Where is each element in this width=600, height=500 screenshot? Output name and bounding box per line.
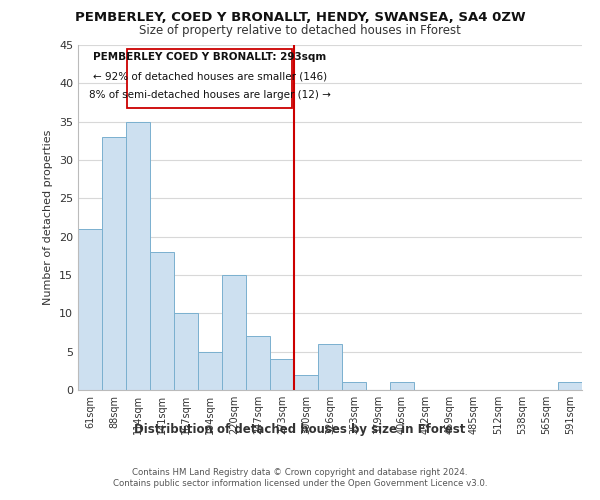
Text: PEMBERLEY COED Y BRONALLT: 293sqm: PEMBERLEY COED Y BRONALLT: 293sqm (93, 52, 326, 62)
Bar (222, 275, 246, 390)
Y-axis label: Number of detached properties: Number of detached properties (43, 130, 53, 305)
Text: 8% of semi-detached houses are larger (12) →: 8% of semi-detached houses are larger (1… (89, 90, 331, 100)
FancyBboxPatch shape (127, 49, 292, 108)
Bar (102, 137, 126, 390)
Bar (342, 382, 366, 390)
Bar (174, 314, 198, 390)
Bar (270, 360, 294, 390)
Text: Contains HM Land Registry data © Crown copyright and database right 2024.
Contai: Contains HM Land Registry data © Crown c… (113, 468, 487, 487)
Text: Size of property relative to detached houses in Fforest: Size of property relative to detached ho… (139, 24, 461, 37)
Text: PEMBERLEY, COED Y BRONALLT, HENDY, SWANSEA, SA4 0ZW: PEMBERLEY, COED Y BRONALLT, HENDY, SWANS… (74, 11, 526, 24)
Bar (390, 382, 414, 390)
Bar (246, 336, 270, 390)
Bar (78, 229, 102, 390)
Bar (294, 374, 318, 390)
Bar (198, 352, 222, 390)
Text: Distribution of detached houses by size in Fforest: Distribution of detached houses by size … (134, 422, 466, 436)
Bar (558, 382, 582, 390)
Bar (318, 344, 342, 390)
Text: ← 92% of detached houses are smaller (146): ← 92% of detached houses are smaller (14… (92, 71, 327, 81)
Bar (150, 252, 174, 390)
Bar (126, 122, 150, 390)
